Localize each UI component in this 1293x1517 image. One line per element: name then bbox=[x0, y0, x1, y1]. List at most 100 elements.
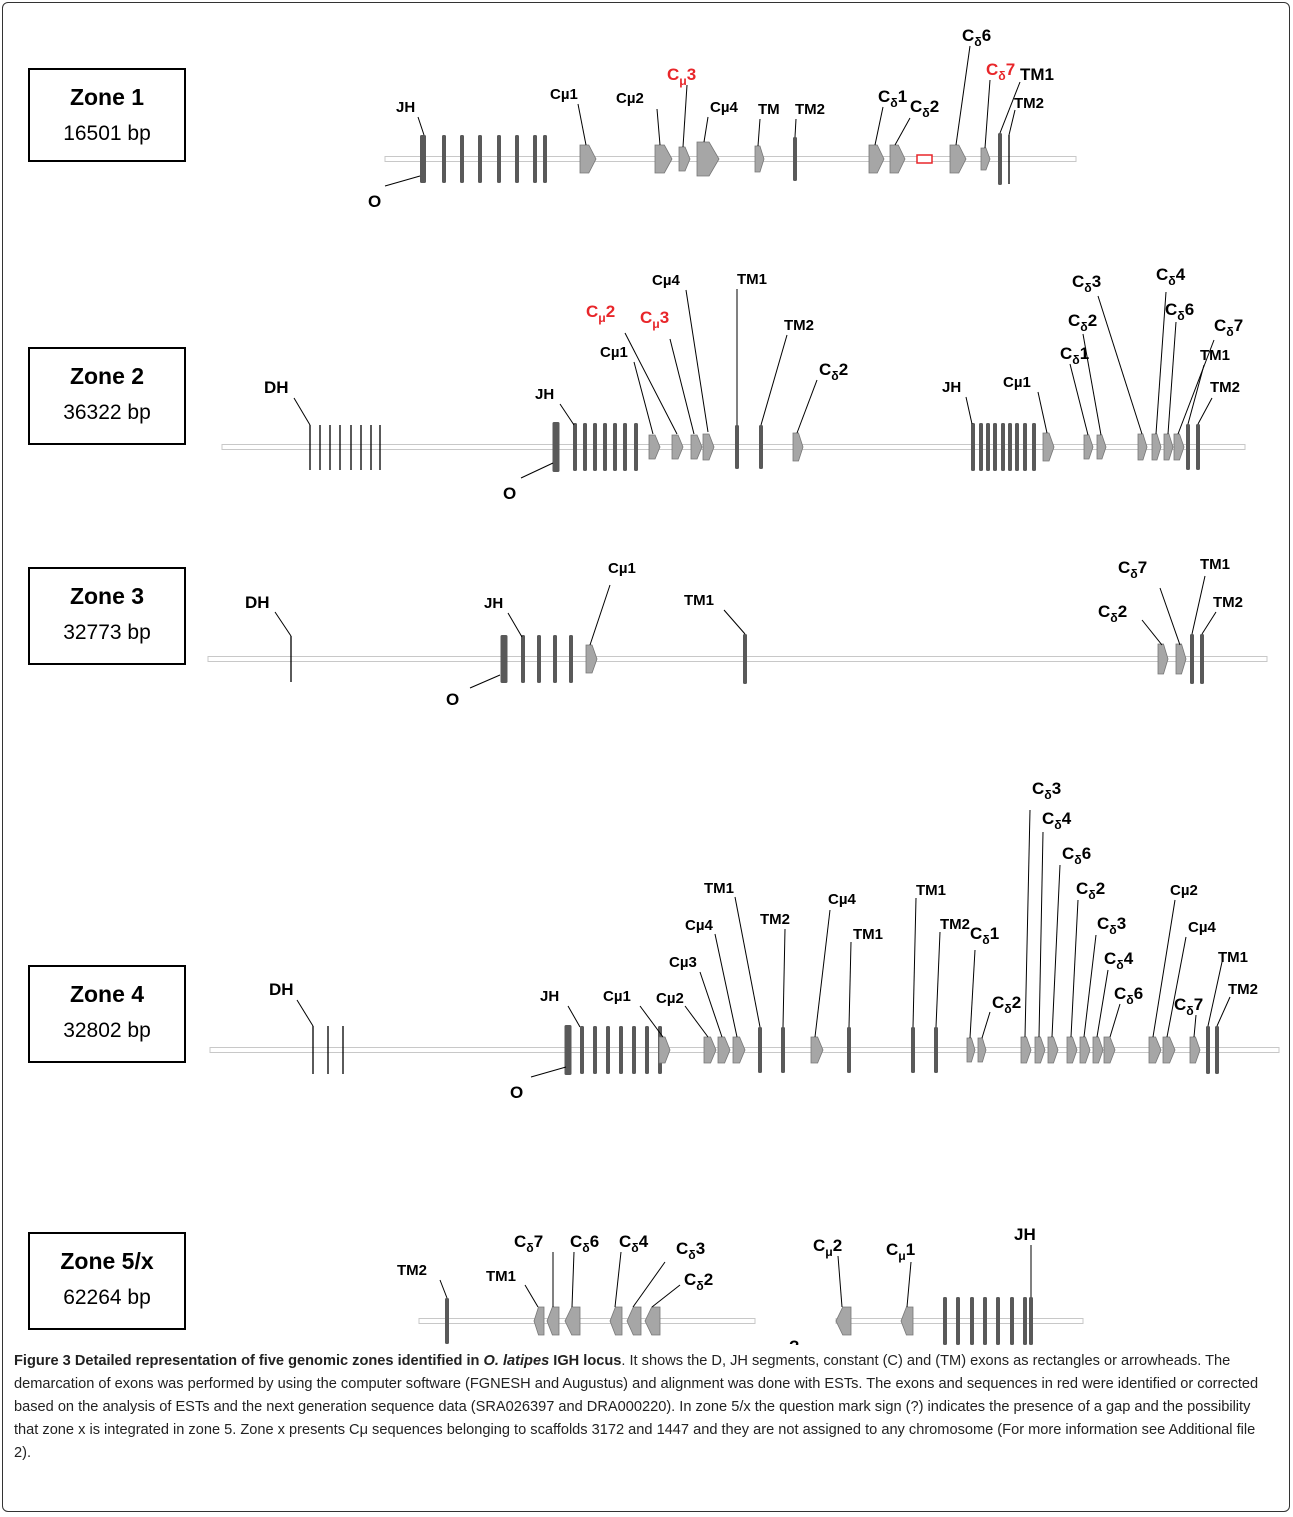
zone4-jh-exon-4 bbox=[619, 1026, 623, 1074]
zone2-cmu1b-leader bbox=[1037, 391, 1048, 434]
zone4-cdelta3a-label: Cδ3 bbox=[1032, 779, 1061, 802]
zone4-cdelta2b-label: Cδ2 bbox=[1076, 879, 1105, 902]
zone5-tm2-leader bbox=[439, 1279, 448, 1299]
zone4-tm2c-exon bbox=[1215, 1026, 1219, 1074]
zone3-cmu1-arrow bbox=[585, 644, 598, 674]
zone3-cdelta2-leader bbox=[1141, 619, 1163, 646]
zone2-jh1-exon-6 bbox=[623, 423, 627, 471]
zone4-cdelta1a-leader bbox=[969, 949, 976, 1039]
zone3-tm1-exon bbox=[743, 634, 747, 684]
zone4-cdelta2b-arrow bbox=[1079, 1036, 1091, 1064]
zone2-dh-label: DH bbox=[264, 378, 289, 397]
zone4-cmu2b-leader bbox=[1152, 899, 1176, 1038]
zone2-cmu1-leader bbox=[633, 361, 654, 435]
zone4-cdelta1b-arrow bbox=[977, 1037, 987, 1063]
zone3-jh-leader bbox=[507, 612, 523, 638]
zone2-jh1-leader bbox=[559, 403, 575, 426]
zone3-cdelta7-arrow bbox=[1175, 643, 1187, 675]
zone2-cdelta7-leader bbox=[1177, 339, 1215, 435]
zone-2-name: Zone 2 bbox=[69, 363, 145, 389]
zone-4-length: 32802 bp bbox=[63, 1019, 151, 1042]
zone1-tm2-exon bbox=[793, 137, 797, 181]
zone1-jh-exon-5 bbox=[515, 135, 519, 183]
zone4-cdelta3a-leader bbox=[1024, 809, 1031, 1038]
zone1-tm2b-label: TM2 bbox=[1014, 95, 1044, 112]
zone2-jh2-exon-0 bbox=[971, 423, 975, 471]
zone2-tm1b-exon bbox=[1186, 424, 1190, 470]
zone3-jh-exon-1 bbox=[521, 635, 525, 683]
zone4-dh-leader bbox=[296, 999, 314, 1027]
zone1-cdelta1-arrow bbox=[868, 144, 885, 174]
zone5-cdelta6-label: Cδ6 bbox=[570, 1232, 599, 1255]
zone4-cmu2-leader bbox=[684, 1005, 709, 1038]
zone4-tm1c-leader bbox=[912, 897, 917, 1028]
zone4-cmu4c-leader bbox=[1166, 936, 1187, 1038]
zone4-cdelta4b-arrow bbox=[1103, 1036, 1116, 1064]
zone3-tm1b-exon bbox=[1190, 634, 1194, 684]
zone2-cmu1-label: Cµ1 bbox=[600, 344, 628, 361]
zone5-cdelta2-label: Cδ2 bbox=[684, 1270, 713, 1293]
zone2-cdelta4-leader bbox=[1155, 291, 1167, 435]
zone5-cmu1-arrow bbox=[900, 1306, 914, 1336]
zone-5x-length: 62264 bp bbox=[63, 1286, 151, 1309]
zone5-cmu1-label: Cμ1 bbox=[886, 1240, 915, 1263]
zone2-cmu3-arrow bbox=[690, 434, 703, 460]
zone2-jh1-exon-7 bbox=[634, 423, 638, 471]
zone2-tm2b-exon bbox=[1196, 424, 1200, 470]
zone2-cdelta1-arrow bbox=[1083, 434, 1094, 460]
zone4-tm1-leader bbox=[734, 896, 761, 1028]
zone1-tm1-leader bbox=[999, 81, 1021, 134]
zone4-cdelta1b-leader bbox=[981, 1011, 991, 1039]
zone4-cmu2-label: Cµ2 bbox=[656, 990, 684, 1007]
zone3-tm1-leader bbox=[723, 609, 746, 635]
zone3-jh-exon-4 bbox=[569, 635, 573, 683]
zone2-cmu2-label: Cμ2 bbox=[586, 302, 615, 325]
zone4-cdelta6b-label: Cδ6 bbox=[1114, 984, 1143, 1007]
zone5-cdelta3-arrow bbox=[626, 1306, 642, 1336]
zone2-jh2-exon-2 bbox=[986, 423, 990, 471]
zone4-jh-exon-6 bbox=[645, 1026, 649, 1074]
caption-title-end: IGH locus bbox=[549, 1353, 622, 1369]
zone1-jh-label: JH bbox=[396, 99, 415, 116]
zone5-backbone-left bbox=[418, 1318, 756, 1324]
zone5-cdelta3-label: Cδ3 bbox=[676, 1239, 705, 1262]
zone3-tm1b-label: TM1 bbox=[1200, 556, 1230, 573]
zone4-jh-leader bbox=[567, 1005, 581, 1028]
zone4-cdelta7-label: Cδ7 bbox=[1174, 995, 1203, 1018]
zone2-jh2-exon-7 bbox=[1023, 423, 1027, 471]
zone1-cdelta6-arrow bbox=[949, 144, 967, 174]
zone4-cdelta2a-arrow bbox=[1020, 1036, 1032, 1064]
zone5-jh-exon-5 bbox=[1010, 1297, 1014, 1345]
zone3-cdelta2-label: Cδ2 bbox=[1098, 602, 1127, 625]
zone4-tm1-label: TM1 bbox=[704, 880, 734, 897]
zone4-tm2-exon bbox=[781, 1027, 785, 1073]
zone1-cmu4-label: Cµ4 bbox=[710, 99, 738, 116]
zone2-cdelta2b-leader bbox=[1082, 333, 1102, 436]
zone2-o-label: O bbox=[503, 484, 516, 503]
zone5-cdelta7-arrow bbox=[546, 1306, 560, 1336]
zone2-jh1-label: JH bbox=[535, 386, 554, 403]
zone4-jh-exon-0 bbox=[564, 1025, 572, 1075]
zone1-jh-exon-3 bbox=[478, 135, 482, 183]
zone2-cdelta3-label: Cδ3 bbox=[1072, 272, 1101, 295]
zone5-cdelta4-arrow bbox=[609, 1306, 623, 1336]
zone1-tm2-label: TM2 bbox=[795, 101, 825, 118]
caption-title-species: O. latipes bbox=[483, 1353, 550, 1369]
zone5-cdelta4-leader bbox=[614, 1251, 622, 1308]
zone1-cmu2-label: Cµ2 bbox=[616, 90, 644, 107]
zone2-cmu4-leader bbox=[685, 289, 709, 433]
zone4-jh-exon-1 bbox=[580, 1026, 584, 1074]
zone2-cdelta2-leader bbox=[796, 379, 818, 434]
zone2-jh1-exon-1 bbox=[573, 423, 577, 471]
zone-1-box: Zone 1 16501 bp bbox=[28, 68, 186, 162]
zone2-cdelta4-arrow bbox=[1151, 433, 1162, 461]
zone4-cmu1-arrow bbox=[658, 1036, 671, 1064]
zone2-jh2-leader bbox=[965, 396, 973, 425]
zone-3-length: 32773 bp bbox=[63, 621, 151, 644]
zone3-cmu1-leader bbox=[589, 584, 611, 646]
zone5-cmu2-label: Cμ2 bbox=[813, 1236, 842, 1259]
zone4-cmu1-label: Cµ1 bbox=[603, 988, 631, 1005]
zone4-cdelta1a-label: Cδ1 bbox=[970, 924, 999, 947]
zone1-jh-leader bbox=[417, 116, 425, 136]
